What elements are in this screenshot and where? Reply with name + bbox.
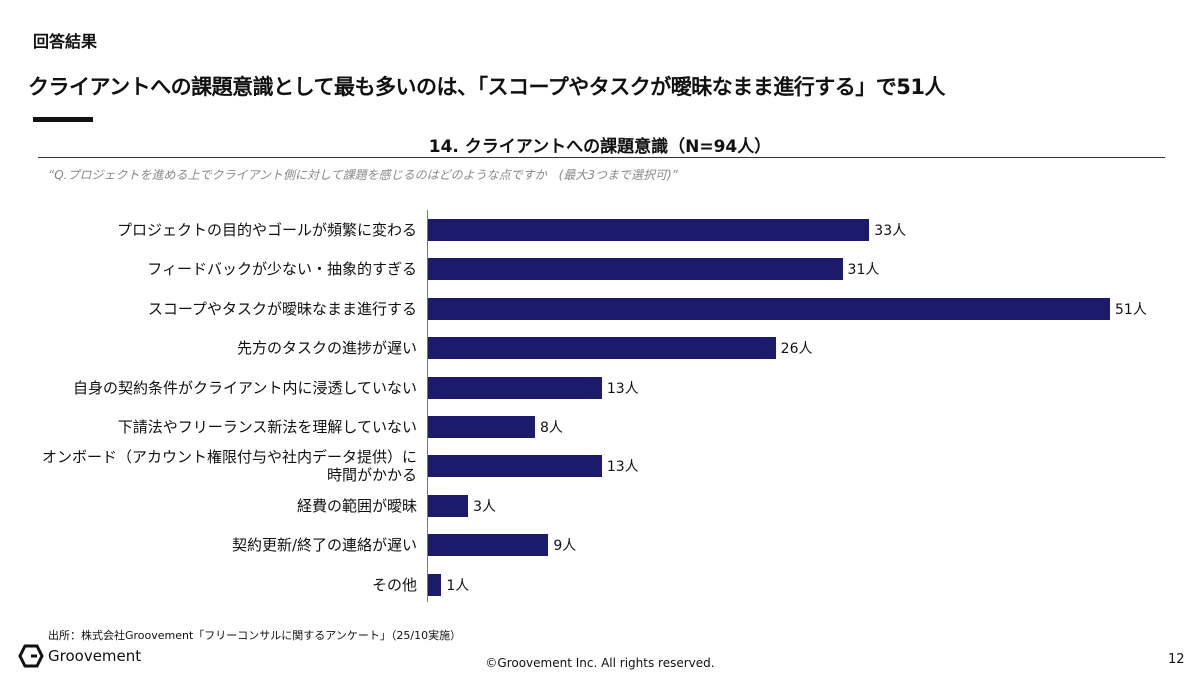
chart-subtitle: “Q.プロジェクトを進める上でクライアント側に対して課題を感じるのはどのような点… <box>48 168 678 182</box>
category-label: 契約更新/終了の連絡が遅い <box>231 536 417 555</box>
value-label: 3人 <box>473 498 497 515</box>
value-label: 51人 <box>1115 301 1147 318</box>
source: 出所：株式会社Groovement「フリーコンサルに関するアンケート」（25/1… <box>48 629 462 642</box>
logo-text: Groovement <box>48 647 142 665</box>
chart-title: 14. クライアントへの課題意識（N=94人） <box>428 137 772 157</box>
value-label: 13人 <box>606 459 639 476</box>
category-label: 自身の契約条件がクライアント内に浸透していない <box>73 378 417 397</box>
bar <box>428 494 469 517</box>
headline: クライアントへの課題意識として最も多いのは、「スコープやタスクが曖昧なまま進行す… <box>28 75 946 99</box>
value-label: 9人 <box>553 538 577 555</box>
category-label: 経費の範囲が曖昧 <box>296 496 417 515</box>
copyright: ©Groovement Inc. All rights reserved. <box>485 656 715 670</box>
bar <box>428 376 602 399</box>
bar <box>428 219 870 241</box>
bar <box>428 258 843 281</box>
title-rule <box>38 157 1165 158</box>
value-label: 13人 <box>606 380 639 397</box>
bar <box>428 416 535 438</box>
bar <box>428 297 1110 320</box>
value-label: 8人 <box>539 420 563 436</box>
category-label: スコープやタスクが曖昧なまま進行する <box>147 299 417 318</box>
value-label: 31人 <box>847 262 880 279</box>
bar <box>428 337 776 360</box>
value-label: 1人 <box>446 577 470 594</box>
value-label: 26人 <box>780 341 813 358</box>
axis-line <box>427 210 428 602</box>
section-label: 回答結果 <box>33 32 98 51</box>
category-label: フィードバックが少ない・抽象的すぎる <box>147 260 417 279</box>
bar <box>428 455 602 478</box>
category-label: プロジェクトの目的やゴールが頻繁に変わる <box>116 221 417 239</box>
page-number: 12 <box>1168 652 1185 667</box>
bar <box>428 534 549 557</box>
accent-bar <box>33 117 93 122</box>
category-label: 下請法やフリーランス新法を理解していない <box>117 418 417 436</box>
category-label: オンボード（アカウント権限付与や社内データ提供）に 時間がかかる <box>41 448 417 485</box>
category-label: その他 <box>371 575 417 594</box>
value-label: 33人 <box>874 223 907 239</box>
bar <box>428 573 442 596</box>
category-label: 先方のタスクの進捗が遅い <box>236 339 417 358</box>
logo-icon <box>18 644 44 668</box>
